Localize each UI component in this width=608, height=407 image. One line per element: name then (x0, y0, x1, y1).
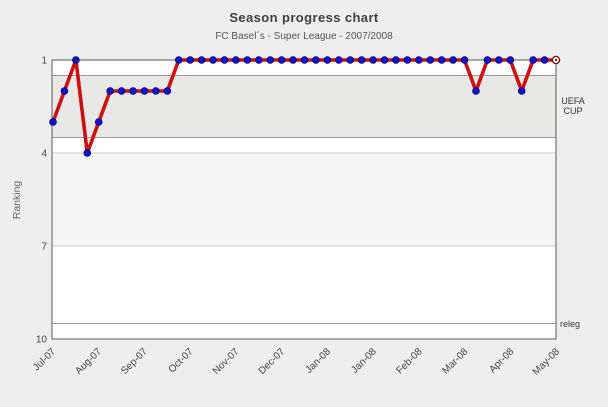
data-point-marker (437, 56, 446, 64)
x-tick-label: Dec-07 (257, 346, 288, 377)
data-point-marker (392, 56, 400, 64)
data-point-marker (517, 87, 526, 95)
y-tick-label: 1 (41, 56, 47, 67)
data-point-marker (232, 56, 240, 64)
x-tick-label: Jan-08 (349, 346, 379, 376)
x-tick-label: Oct-07 (167, 346, 196, 375)
uefa-cup-zone-label: UEFA (561, 96, 585, 106)
data-point-marker (312, 56, 320, 64)
data-point-marker (449, 56, 457, 64)
y-tick-label: 4 (41, 149, 47, 160)
data-point-marker (49, 118, 57, 126)
data-point-marker (483, 56, 492, 64)
plot-band-uefa-cup (52, 75, 556, 138)
data-point-marker (83, 149, 92, 157)
x-tick-label: Jul-07 (31, 346, 58, 373)
data-point-marker (163, 87, 172, 95)
x-tick-label: Sep-07 (119, 346, 150, 377)
data-point-marker (472, 87, 480, 95)
data-point-marker (129, 87, 137, 95)
data-point-marker (540, 56, 549, 64)
data-point-marker (460, 56, 469, 64)
data-point-marker (289, 56, 297, 64)
data-point-marker (495, 56, 503, 64)
last-data-point-dot (554, 58, 558, 62)
x-tick-label: May-08 (531, 346, 563, 378)
uefa-cup-zone-label: CUP (563, 106, 582, 116)
data-point-marker (426, 56, 435, 64)
x-tick-label: Mar-08 (440, 346, 470, 376)
data-point-marker (72, 56, 80, 64)
y-axis-title: Ranking (11, 181, 23, 220)
data-point-marker (174, 56, 183, 64)
x-tick-label: Apr-08 (487, 346, 516, 375)
x-tick-label: Aug-07 (73, 346, 104, 377)
x-tick-label: Nov-07 (211, 346, 242, 377)
data-point-marker (186, 56, 194, 64)
data-point-marker (403, 56, 412, 64)
y-tick-label: 10 (36, 335, 48, 346)
data-point-marker (152, 87, 160, 95)
data-point-marker (106, 87, 114, 95)
data-point-marker (117, 87, 126, 95)
x-tick-label: Jan-08 (304, 346, 334, 376)
data-point-marker (277, 56, 286, 64)
data-point-marker (197, 56, 206, 64)
data-point-marker (209, 56, 217, 64)
x-tick-label: Feb-08 (394, 346, 424, 376)
data-point-marker (369, 56, 377, 64)
relegation-zone-label: releg (560, 319, 580, 329)
chart-title: Season progress chart (229, 10, 379, 25)
data-point-marker (415, 56, 423, 64)
data-point-marker (140, 87, 149, 95)
data-point-marker (60, 87, 69, 95)
data-point-marker (323, 56, 332, 64)
data-point-marker (506, 56, 515, 64)
data-point-marker (357, 56, 366, 64)
data-point-marker (266, 56, 275, 64)
data-point-marker (529, 56, 537, 64)
data-point-marker (254, 56, 263, 64)
data-point-marker (346, 56, 355, 64)
data-point-marker (300, 56, 309, 64)
y-tick-label: 7 (41, 242, 47, 253)
data-point-marker (220, 56, 229, 64)
plot-band-alternate (52, 153, 556, 246)
data-point-marker (334, 56, 343, 64)
data-point-marker (94, 118, 103, 126)
data-point-marker (380, 56, 389, 64)
chart-subtitle: FC Basel´s - Super League - 2007/2008 (215, 31, 393, 42)
data-point-marker (243, 56, 252, 64)
